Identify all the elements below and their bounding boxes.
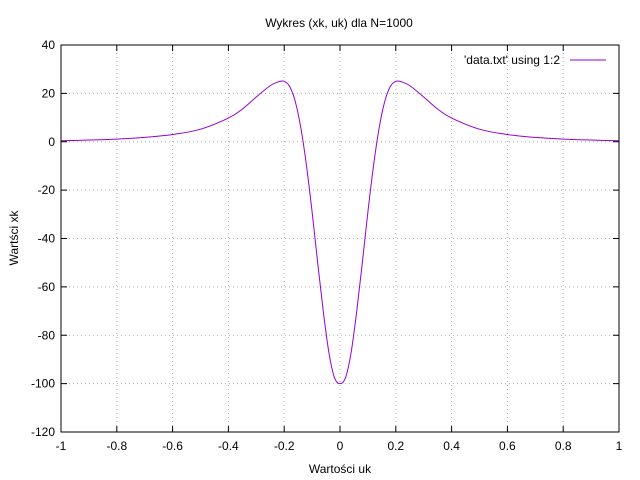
chart-title: Wykres (xk, uk) dla N=1000: [265, 16, 413, 30]
series-layer: [60, 80, 620, 385]
legend-label: 'data.txt' using 1:2: [464, 53, 560, 67]
x-tick-label: 0.8: [555, 439, 572, 453]
grid: [61, 45, 619, 432]
legend: 'data.txt' using 1:2: [464, 53, 606, 67]
x-axis-label: Wartości uk: [309, 462, 372, 476]
y-tick-label: 40: [42, 38, 56, 52]
y-axis-label: Wartści xk: [7, 210, 21, 266]
y-tick-label: -120: [31, 425, 55, 439]
x-tick-label: -0.6: [162, 439, 183, 453]
x-tick-label: 0.6: [499, 439, 516, 453]
x-tick-label: 1: [616, 439, 623, 453]
y-tick-label: 20: [42, 86, 56, 100]
x-tick-label: 0.4: [443, 439, 460, 453]
y-tick-label: -80: [38, 328, 56, 342]
x-tick-label: -0.8: [106, 439, 127, 453]
x-tick-label: 0.2: [387, 439, 404, 453]
y-tick-label: -100: [31, 377, 55, 391]
y-tick-label: 0: [48, 135, 55, 149]
x-tick-label: -0.4: [218, 439, 239, 453]
y-tick-label: -60: [38, 280, 56, 294]
x-tick-label: 0: [337, 439, 344, 453]
series-line: [60, 80, 620, 385]
axis-ticks: -1 -0.8 -0.6 -0.4 -0.2 0 0.2 0.4 0.6 0.8 1 -120 -100…: [31, 38, 623, 453]
y-tick-label: -20: [38, 183, 56, 197]
x-tick-label: -1: [56, 439, 67, 453]
y-tick-label: -40: [38, 232, 56, 246]
x-tick-label: -0.2: [274, 439, 295, 453]
